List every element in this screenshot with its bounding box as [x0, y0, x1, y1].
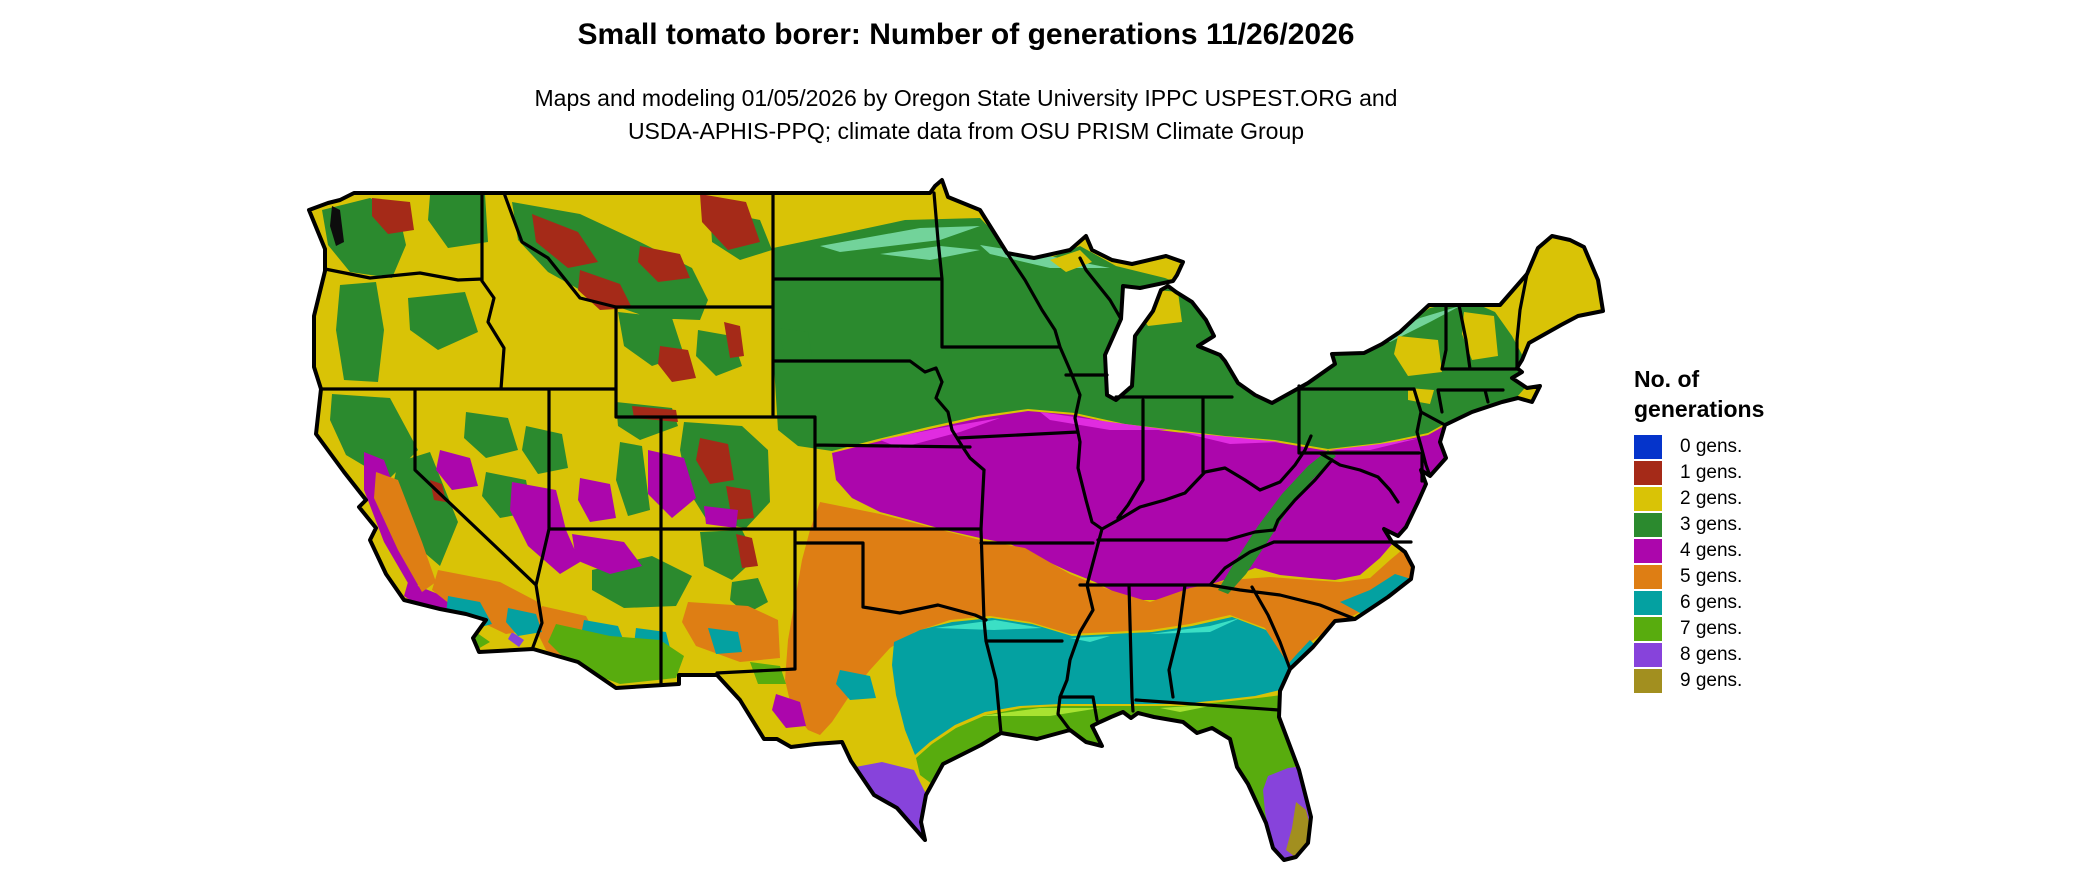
- legend-label: 2 gens.: [1680, 488, 1743, 509]
- us-generations-map: [307, 178, 1605, 862]
- legend-title-line-2: generations: [1634, 396, 1765, 422]
- legend-row: 2 gens.: [1634, 486, 1914, 512]
- subtitle-line-1: Maps and modeling 01/05/2026 by Oregon S…: [534, 85, 1398, 111]
- band-6-gens: [892, 574, 1411, 760]
- legend-title-line-1: No. of: [1634, 366, 1700, 392]
- legend-label: 1 gens.: [1680, 462, 1743, 483]
- band-5-gens: [785, 502, 1413, 735]
- legend-swatch: [1634, 643, 1662, 667]
- fringe-bright-yellow-green: [980, 704, 1220, 716]
- legend-label: 3 gens.: [1680, 514, 1743, 535]
- legend-row: 1 gens.: [1634, 460, 1914, 486]
- subtitle-line-2: USDA-APHIS-PPQ; climate data from OSU PR…: [627, 118, 1305, 144]
- legend-row: 0 gens.: [1634, 434, 1914, 460]
- band-7-gens: [916, 695, 1298, 830]
- band-9-gens: [1254, 802, 1310, 860]
- fringe-bright-cyan: [935, 618, 1240, 642]
- legend-row: 4 gens.: [1634, 538, 1914, 564]
- legend-swatch: [1634, 591, 1662, 615]
- legend-swatch: [1634, 461, 1662, 485]
- puget-sound-inlet: [330, 206, 344, 246]
- band-8-gens: [508, 628, 1311, 860]
- band-3-gens-east: [773, 218, 1602, 451]
- legend-rows: 0 gens. 1 gens. 2 gens. 3 gens. 4 gens. …: [1634, 434, 1914, 694]
- legend-row: 9 gens.: [1634, 668, 1914, 694]
- page-title: Small tomato borer: Number of generation…: [577, 18, 1355, 51]
- legend-swatch: [1634, 617, 1662, 641]
- fringe-bright-magenta: [880, 412, 1420, 450]
- legend-label: 4 gens.: [1680, 540, 1743, 561]
- legend-label: 9 gens.: [1680, 670, 1743, 691]
- legend-swatch: [1634, 539, 1662, 563]
- state-borders: [319, 191, 1529, 735]
- west-yellow-green-7-gens: [430, 616, 786, 684]
- national-outline: [307, 178, 1605, 862]
- legend-label: 5 gens.: [1680, 566, 1743, 587]
- legend-label: 8 gens.: [1680, 644, 1743, 665]
- legend-swatch: [1634, 669, 1662, 693]
- legend-title: No. of generations: [1634, 364, 1914, 424]
- page-subtitle: Maps and modeling 01/05/2026 by Oregon S…: [0, 82, 1932, 148]
- legend: No. of generations 0 gens. 1 gens. 2 gen…: [1634, 364, 1914, 694]
- legend-row: 7 gens.: [1634, 616, 1914, 642]
- legend-row: 8 gens.: [1634, 642, 1914, 668]
- legend-label: 6 gens.: [1680, 592, 1743, 613]
- legend-label: 0 gens.: [1680, 436, 1743, 457]
- legend-row: 5 gens.: [1634, 564, 1914, 590]
- legend-swatch: [1634, 487, 1662, 511]
- west-green-3-gens: [322, 194, 812, 614]
- map-container: [280, 150, 1620, 890]
- legend-swatch: [1634, 513, 1662, 537]
- west-brick-1-gens: [372, 194, 760, 568]
- legend-row: 3 gens.: [1634, 512, 1914, 538]
- legend-swatch: [1634, 435, 1662, 459]
- legend-swatch: [1634, 565, 1662, 589]
- legend-row: 6 gens.: [1634, 590, 1914, 616]
- legend-label: 7 gens.: [1680, 618, 1743, 639]
